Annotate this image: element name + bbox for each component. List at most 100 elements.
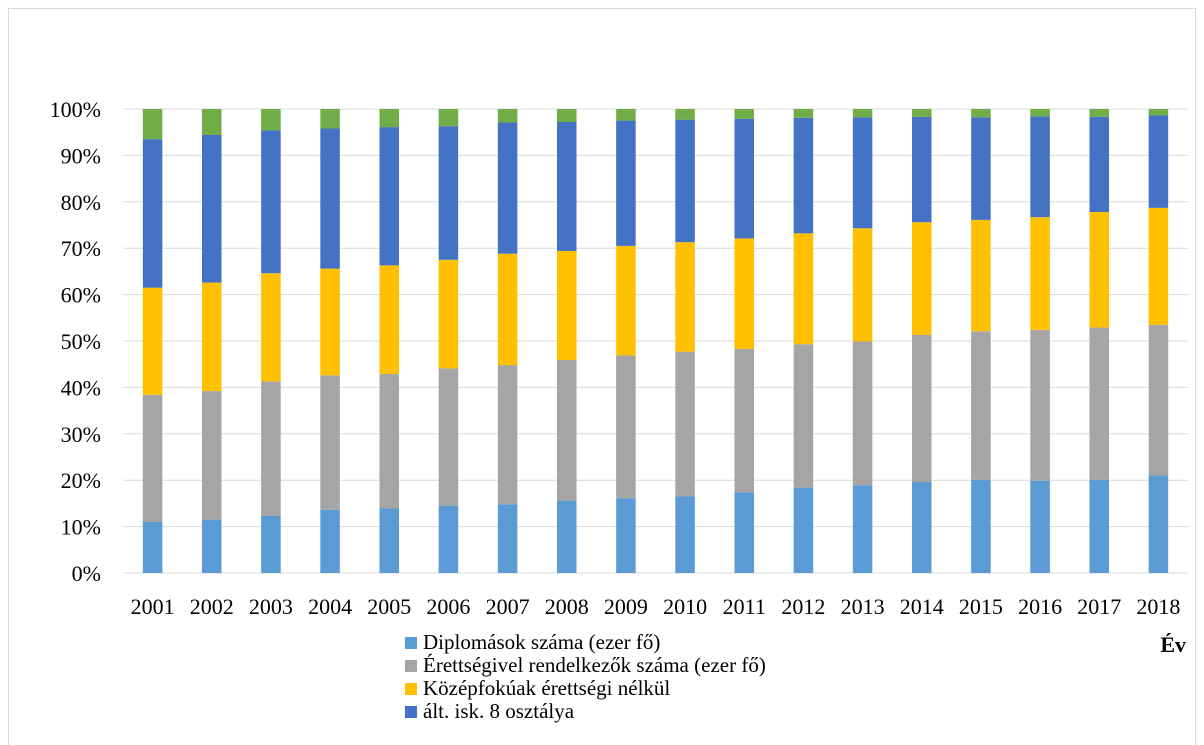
bar-segment bbox=[1148, 324, 1169, 476]
bar-segment bbox=[497, 109, 518, 123]
bar-segment bbox=[734, 348, 755, 493]
legend-swatch bbox=[405, 659, 417, 672]
bar-segment bbox=[438, 368, 459, 506]
legend-swatch bbox=[405, 705, 417, 718]
x-tick-label: 2004 bbox=[308, 594, 352, 619]
bar-segment bbox=[734, 492, 755, 573]
x-tick-label: 2002 bbox=[190, 594, 234, 619]
y-tick-label: 70% bbox=[61, 236, 101, 261]
y-tick-label: 60% bbox=[61, 283, 101, 308]
x-tick-label: 2003 bbox=[249, 594, 293, 619]
bar-segment bbox=[1030, 109, 1050, 117]
x-tick-label: 2016 bbox=[1018, 594, 1062, 619]
legend-item: Érettségivel rendelkezők száma (ezer fő) bbox=[405, 653, 766, 677]
bar-segment bbox=[142, 287, 163, 395]
bar-segment bbox=[852, 485, 873, 573]
bar-segment bbox=[1030, 329, 1050, 481]
bar-segment bbox=[320, 375, 340, 510]
legend-item: Középfokúak érettségi nélkül bbox=[405, 676, 766, 700]
bar-segment bbox=[438, 126, 459, 260]
x-tick-label: 2012 bbox=[781, 594, 825, 619]
bar-segment bbox=[379, 508, 400, 573]
y-tick-label: 20% bbox=[61, 468, 101, 493]
bar-segment bbox=[142, 394, 163, 522]
bar-segment bbox=[556, 250, 577, 361]
x-tick-label: 2010 bbox=[663, 594, 707, 619]
bar-segment bbox=[1089, 479, 1110, 573]
x-tick-label: 2006 bbox=[426, 594, 470, 619]
x-tick-label: 2014 bbox=[900, 594, 944, 619]
bar-segment bbox=[675, 109, 695, 120]
bar-segment bbox=[911, 222, 932, 335]
bar-segment bbox=[438, 505, 459, 573]
bar-segment bbox=[675, 351, 695, 497]
bar-segment bbox=[1030, 217, 1050, 330]
y-tick-label: 80% bbox=[61, 190, 101, 215]
bar-segment bbox=[616, 355, 636, 499]
bar-segment bbox=[911, 109, 932, 117]
bar-segment bbox=[734, 109, 755, 119]
legend: Diplomások száma (ezer fő) Érettségivel r… bbox=[405, 630, 766, 723]
bar-segment bbox=[616, 245, 636, 356]
gridlines bbox=[123, 108, 1188, 574]
bar-segment bbox=[911, 334, 932, 483]
bar-segment bbox=[911, 482, 932, 573]
bar-segment bbox=[1030, 480, 1050, 573]
legend-label: ált. isk. 8 osztálya bbox=[423, 699, 575, 723]
bar-segment bbox=[556, 360, 577, 501]
bar-segment bbox=[1148, 109, 1169, 116]
bar-segment bbox=[438, 109, 459, 127]
bar-segment bbox=[971, 479, 991, 573]
y-tick-label: 30% bbox=[61, 422, 101, 447]
bar-segment bbox=[261, 381, 281, 516]
legend-swatch bbox=[405, 636, 417, 649]
bar-segment bbox=[971, 331, 991, 480]
bar-segment bbox=[201, 391, 222, 520]
bar-segment bbox=[438, 259, 459, 369]
y-axis-ticks: 0% 10% 20% 30% 40% 50% 60% 70% 80% 90% 100% bbox=[50, 97, 101, 586]
x-axis-ticks: 2001 2002 2003 2004 2005 2006 2007 2008 2009 2010… bbox=[131, 594, 1181, 619]
bar-segment bbox=[320, 268, 340, 376]
x-tick-label: 2009 bbox=[604, 594, 648, 619]
x-tick-label: 2007 bbox=[486, 594, 530, 619]
bar-segment bbox=[201, 134, 222, 283]
bar-segment bbox=[497, 122, 518, 254]
bar-segment bbox=[1148, 207, 1169, 325]
bar-segment bbox=[379, 265, 400, 374]
bar-segment bbox=[1089, 116, 1110, 213]
bar-segment bbox=[1148, 475, 1169, 573]
bar-segment bbox=[320, 109, 340, 129]
bar-segment bbox=[320, 128, 340, 269]
bar-segment bbox=[142, 139, 163, 288]
bar-segment bbox=[793, 487, 814, 573]
bar-segment bbox=[201, 519, 222, 573]
bar-segment bbox=[379, 373, 400, 509]
y-tick-label: 90% bbox=[61, 143, 101, 168]
legend-swatch bbox=[405, 682, 417, 695]
x-tick-label: 2001 bbox=[131, 594, 175, 619]
bar-segment bbox=[971, 109, 991, 118]
bar-segment bbox=[616, 109, 636, 121]
legend-item: ált. isk. 8 osztálya bbox=[405, 699, 766, 723]
bar-segment bbox=[261, 515, 281, 573]
bar-segment bbox=[793, 233, 814, 345]
bar-segment bbox=[852, 109, 873, 118]
bar-segment bbox=[320, 509, 340, 573]
y-tick-label: 10% bbox=[61, 515, 101, 540]
bar-segment bbox=[1148, 115, 1169, 208]
bar-segment bbox=[142, 521, 163, 573]
bar-segment bbox=[497, 253, 518, 366]
bar-segment bbox=[793, 344, 814, 488]
bar-segment bbox=[971, 117, 991, 220]
x-axis-title: Év bbox=[1160, 632, 1186, 657]
bar-segment bbox=[261, 109, 281, 131]
bar-segment bbox=[201, 282, 222, 392]
bar-segment bbox=[616, 498, 636, 573]
bar-segment bbox=[1030, 116, 1050, 218]
legend-item: Diplomások száma (ezer fő) bbox=[405, 630, 766, 654]
bars bbox=[142, 109, 1169, 573]
bar-segment bbox=[556, 109, 577, 122]
bar-segment bbox=[556, 121, 577, 251]
bar-segment bbox=[142, 109, 163, 140]
